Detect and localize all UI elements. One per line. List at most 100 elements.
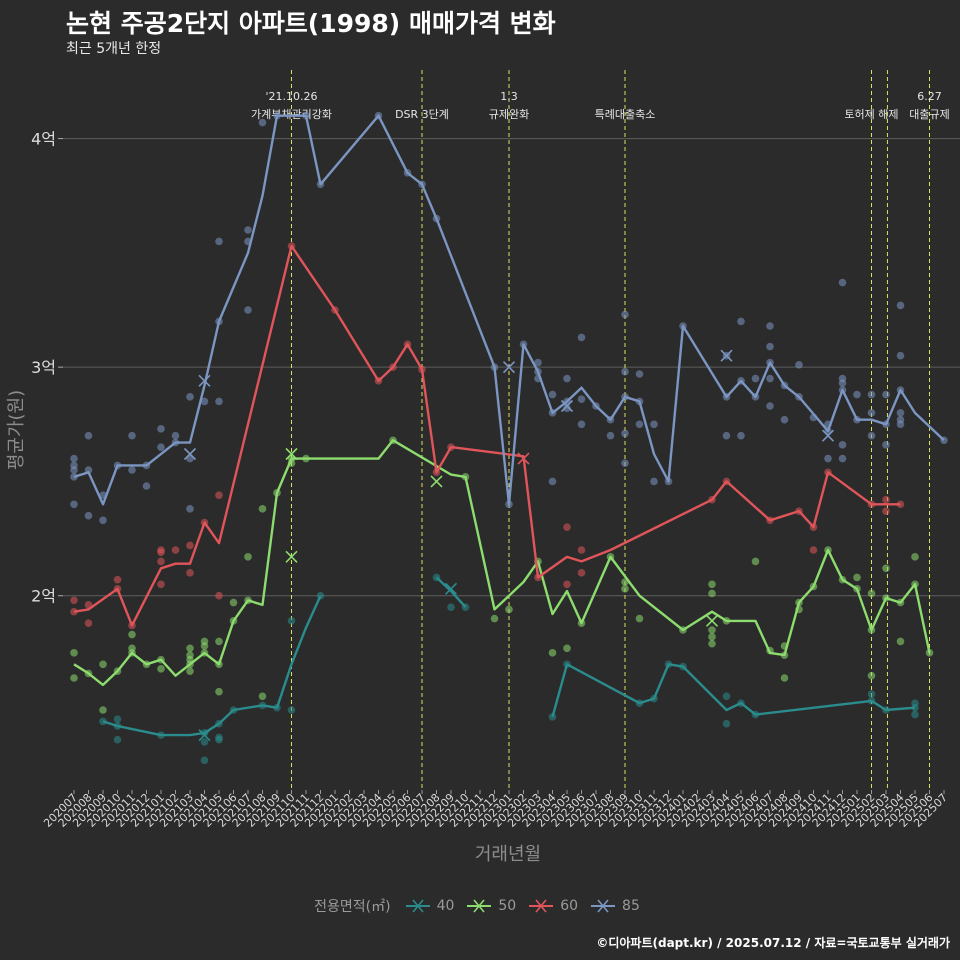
point-85-22	[200, 397, 209, 406]
point-85-75	[766, 322, 774, 330]
point-40-27	[722, 692, 731, 701]
line-85-0	[73, 114, 945, 506]
point-40-10	[215, 733, 223, 742]
cross-60-0	[517, 452, 530, 465]
point-85-97	[867, 409, 876, 417]
point-60-28	[577, 546, 586, 554]
point-50-8	[128, 630, 136, 639]
point-50-72	[911, 553, 919, 561]
point-85-71	[737, 431, 745, 440]
point-85-99	[882, 390, 890, 399]
point-85-92	[838, 454, 847, 463]
point-85-43	[548, 390, 557, 399]
point-50-52	[751, 557, 760, 566]
legend-item-50: 50	[466, 898, 516, 914]
chart-subtitle: 최근 5개년 한정	[66, 41, 162, 57]
point-85-11	[128, 431, 136, 440]
point-50-7	[128, 644, 136, 653]
cross-85-0	[198, 374, 211, 387]
point-85-60	[635, 370, 644, 378]
point-85-16	[157, 443, 165, 451]
event-label-2: 1.3 규제완화	[489, 90, 529, 121]
event-label-line: 토허제 해제	[844, 107, 898, 121]
point-50-27	[258, 692, 267, 701]
line-40-0	[102, 595, 322, 737]
cross-85-1	[183, 447, 197, 461]
point-85-21	[186, 505, 194, 513]
point-40-2	[113, 715, 122, 723]
point-50-66	[867, 671, 876, 680]
point-50-50	[708, 626, 716, 634]
point-85-20	[186, 393, 194, 401]
point-50-24	[229, 598, 238, 607]
cross-50-2	[430, 475, 443, 488]
point-85-70	[737, 317, 745, 326]
point-85-55	[621, 310, 629, 319]
cross-50-3	[705, 614, 719, 627]
line-40-2	[551, 663, 916, 718]
point-85-88	[838, 278, 847, 287]
y-tick-label-1: 3억	[31, 358, 56, 377]
point-85-85	[824, 454, 832, 463]
point-50-36	[505, 605, 513, 614]
point-50-44	[635, 614, 644, 623]
point-50-56	[780, 674, 789, 682]
cross-85-2	[502, 361, 516, 374]
point-85-5	[84, 431, 93, 440]
point-85-105	[896, 409, 905, 417]
point-85-48	[563, 404, 571, 413]
point-60-11	[171, 546, 180, 554]
cross-85-5	[821, 429, 835, 442]
cross-40-1	[444, 582, 458, 595]
chart-caption: ©디아파트(dapt.kr) / 2025.07.12 / 자료=국토교통부 실…	[596, 936, 950, 950]
point-85-107	[896, 420, 905, 429]
point-40-6	[200, 738, 209, 746]
point-50-46	[708, 589, 716, 598]
legend-label-60: 60	[560, 898, 579, 914]
legend-item-85: 85	[590, 898, 640, 914]
point-50-28	[258, 505, 267, 513]
event-label-line: 대출규제	[909, 108, 949, 121]
event-label-line: 6.27	[917, 90, 942, 103]
point-60-16	[215, 591, 223, 600]
point-85-53	[606, 431, 615, 440]
point-40-15	[287, 617, 296, 625]
series-40	[99, 573, 919, 765]
point-85-98	[867, 431, 876, 440]
legend-label-50: 50	[498, 898, 517, 914]
point-50-15	[186, 651, 194, 659]
legend-key-60	[529, 899, 554, 913]
point-50-70	[896, 637, 905, 646]
point-85-103	[896, 301, 905, 310]
point-85-93	[838, 441, 847, 449]
event-label-3: 특례대출축소	[595, 108, 656, 121]
cross-40-0	[198, 729, 211, 742]
x-axis-title: 거래년월	[475, 844, 541, 865]
series-85	[70, 111, 948, 525]
point-50-48	[708, 639, 716, 648]
point-85-9	[99, 516, 107, 525]
event-label-1: DSR 3단계	[395, 108, 449, 121]
point-60-26	[563, 523, 571, 531]
point-50-22	[215, 687, 223, 696]
line-40-1	[435, 576, 467, 608]
point-85-49	[577, 333, 586, 342]
point-40-35	[911, 699, 919, 707]
point-60-2	[84, 619, 93, 627]
point-85-102	[896, 351, 905, 360]
point-85-59	[621, 429, 629, 438]
point-50-19	[200, 642, 209, 650]
point-60-0	[70, 607, 78, 616]
point-85-96	[867, 390, 876, 399]
cross-85-3	[560, 399, 574, 413]
point-85-7	[84, 511, 93, 520]
point-50-16	[186, 667, 194, 675]
legend-label-40: 40	[436, 898, 455, 914]
point-60-35	[809, 546, 818, 554]
point-60-13	[186, 541, 194, 550]
line-60-0	[73, 244, 901, 627]
point-40-31	[867, 690, 876, 698]
point-50-25	[244, 553, 252, 561]
series-60	[70, 242, 905, 630]
event-label-line: '21.10.26	[265, 90, 317, 103]
